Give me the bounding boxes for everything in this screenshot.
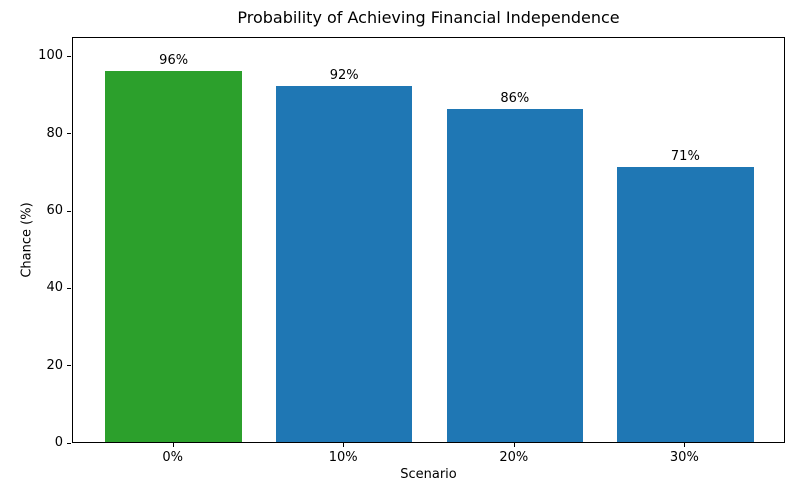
- bar-value-label: 96%: [159, 52, 189, 68]
- x-tick-mark: [343, 443, 345, 447]
- plot-area: 96% 92% 86% 71%: [72, 37, 785, 443]
- y-tick-mark: [67, 210, 71, 212]
- y-tick-mark: [67, 133, 71, 135]
- bar: [617, 167, 754, 442]
- y-tick-label: 40: [46, 280, 63, 296]
- x-tick-label: 20%: [499, 450, 529, 465]
- x-tick-label: 0%: [162, 450, 183, 465]
- y-tick-label: 0: [54, 435, 63, 450]
- y-tick-label: 100: [38, 48, 63, 64]
- x-tick-mark: [513, 443, 515, 447]
- bar-value-label: 71%: [670, 149, 700, 165]
- x-tick-mark: [172, 443, 174, 447]
- y-tick-label: 20: [46, 357, 63, 373]
- y-tick-label: 60: [46, 203, 63, 218]
- x-tick-label: 10%: [328, 450, 358, 465]
- y-tick-mark: [67, 442, 71, 444]
- bar: [275, 86, 413, 442]
- chart-title: Probability of Achieving Financial Indep…: [237, 8, 620, 27]
- x-tick-label: 30%: [669, 450, 699, 465]
- y-tick-label: 80: [46, 125, 63, 141]
- bar-value-label: 86%: [500, 91, 530, 107]
- bar-value-label: 92%: [329, 68, 359, 84]
- y-tick-mark: [67, 365, 71, 367]
- x-axis-label: Scenario: [400, 467, 457, 482]
- x-tick-mark: [684, 443, 686, 447]
- y-tick-mark: [67, 55, 71, 57]
- bar: [446, 109, 583, 442]
- bar: [105, 70, 242, 442]
- y-tick-mark: [67, 287, 71, 289]
